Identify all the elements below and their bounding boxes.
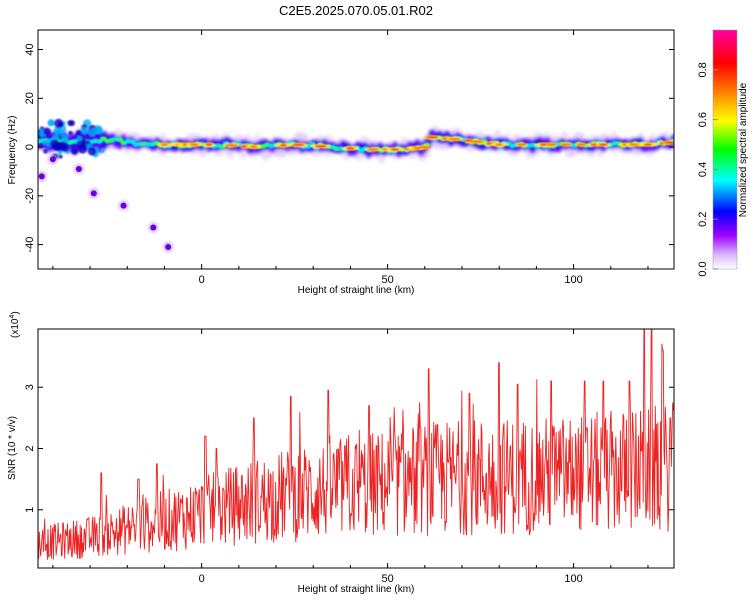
spectrogram-cell (314, 145, 327, 148)
spectrogram-stray-point (150, 224, 157, 231)
spectrogram-x-axis-label: Height of straight line (km) (298, 285, 415, 296)
spectrogram-cell (80, 126, 89, 135)
spectrogram-cell (250, 145, 258, 149)
spectrogram-cell (59, 132, 64, 137)
spectrogram-stray-point (90, 190, 97, 197)
snr-axes: 0 50 100 1 2 3 (24, 329, 674, 585)
spectrogram-cell (425, 136, 439, 139)
spectrogram-cell (43, 148, 48, 154)
snr-x-tick-label: 0 (199, 573, 205, 585)
colorbar-tick-label: 0.2 (697, 212, 709, 227)
spectrogram-y-tick-label: 20 (24, 92, 36, 104)
spectrogram-stray-point (49, 156, 56, 163)
snr-x-axis-label: Height of straight line (km) (298, 584, 415, 595)
spectrogram-cell (116, 137, 124, 143)
spectrogram-cell (448, 137, 461, 141)
snr-line (38, 329, 674, 560)
snr-panel: 0 50 100 1 2 3 Height of straight line (km) S… (7, 311, 675, 595)
spectrogram-cell (495, 143, 503, 146)
spectrogram-y-tick-label: -20 (24, 188, 36, 204)
spectrogram-cell (49, 139, 60, 149)
spectrogram-stray-point (120, 202, 127, 209)
spectrogram-cell (346, 146, 355, 150)
spectrogram-cell (75, 129, 83, 137)
spectrogram-cell (390, 148, 400, 151)
snr-scale-label: (x104) (9, 311, 21, 338)
spectrogram-cell (643, 143, 652, 146)
spectrogram-cell (43, 127, 52, 136)
spectrogram-cell (93, 125, 103, 135)
snr-scale-exponent: 4 (9, 315, 16, 319)
colorbar-gradient (713, 30, 737, 269)
spectrogram-cell (58, 141, 68, 151)
snr-x-tick-label: 100 (564, 573, 582, 585)
colorbar-tick-label: 0.4 (697, 162, 709, 177)
spectrogram-cell (598, 143, 609, 146)
spectrogram-x-tick-label: 100 (564, 274, 582, 286)
colorbar: 0.0 0.2 0.4 0.6 0.8 Normalized spectral ampl… (697, 29, 749, 277)
spectrogram-cell (87, 147, 97, 156)
spectrogram-core (38, 118, 674, 160)
spectrogram-cell (189, 143, 199, 146)
spectrogram-cell (53, 118, 64, 128)
colorbar-ticks: 0.0 0.2 0.4 0.6 0.8 (697, 62, 718, 277)
snr-y-axis-label: SNR (10 * v/v) (7, 416, 18, 480)
spectrogram-cell (47, 119, 55, 127)
spectrogram-cell (225, 144, 238, 147)
spectrogram-heatmap (38, 118, 674, 253)
spectrogram-cell (545, 143, 558, 146)
spectrogram-cell (539, 143, 548, 146)
spectrogram-cell (629, 143, 637, 146)
spectrogram-axes: 0 50 100 -40 -20 0 20 40 (24, 30, 674, 286)
spectrogram-cell (205, 143, 213, 146)
snr-x-tick-label: 50 (381, 573, 393, 585)
colorbar-tick-label: 0.8 (697, 62, 709, 77)
spectrogram-cell (279, 144, 287, 147)
spectrogram-cell (70, 147, 78, 155)
spectrogram-stray-point (165, 244, 172, 251)
spectrogram-cell (58, 154, 63, 159)
spectrogram-cell (470, 140, 484, 143)
snr-y-tick-label: 3 (24, 384, 36, 390)
spectrogram-cell (367, 148, 379, 151)
spectrogram-cell (560, 143, 572, 146)
snr-series (38, 329, 674, 560)
spectrogram-cell (160, 143, 169, 146)
colorbar-tick-label: 0.0 (697, 261, 709, 276)
colorbar-frame (712, 29, 738, 270)
snr-y-tick-label: 1 (24, 507, 36, 513)
spectrogram-cell (418, 145, 432, 149)
colorbar-tick-label: 0.6 (697, 112, 709, 127)
spectrogram-stray-point (38, 173, 45, 180)
colorbar-label: Normalized spectral amplitude (738, 82, 749, 217)
spectrogram-cell (76, 135, 83, 142)
spectrogram-cell (69, 120, 76, 127)
spectrogram-x-tick-label: 50 (381, 274, 393, 286)
spectrogram-x-tick-label: 0 (199, 274, 205, 286)
spectrogram-y-axis-label: Frequency (Hz) (7, 116, 18, 185)
spectrogram-cell (62, 134, 69, 141)
chart-title: C2E5.2025.070.05.01.R02 (279, 3, 433, 18)
spectrogram-cell (68, 130, 73, 135)
spectrogram-cell (516, 143, 527, 146)
spectrogram-y-tick-label: 40 (24, 43, 36, 55)
snr-y-tick-label: 2 (24, 445, 36, 451)
spectrogram-stray-point (75, 166, 82, 173)
spectrogram-cell (292, 143, 305, 147)
spectrogram-frame (37, 29, 675, 270)
spectrogram-cell (99, 148, 105, 153)
spectrogram-cell (576, 143, 586, 146)
spectrogram-y-tick-label: 0 (24, 144, 36, 150)
spectrogram-cell (78, 144, 88, 154)
spectrogram-cell (57, 151, 62, 156)
spectrogram-cell (663, 141, 674, 144)
spectrogram-y-tick-label: -40 (24, 237, 36, 253)
spectrogram-panel: 0 50 100 -40 -20 0 20 40 Height of straight lin… (7, 29, 675, 296)
